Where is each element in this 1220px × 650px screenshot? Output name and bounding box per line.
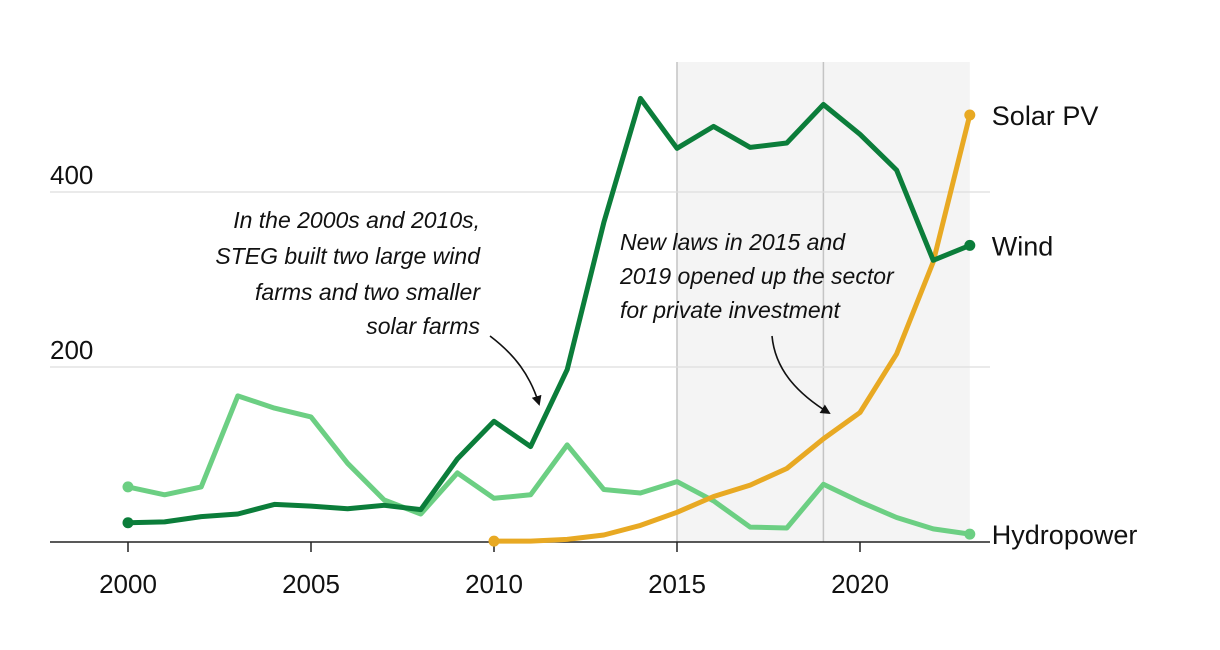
series-start-point-hydropower — [122, 481, 134, 493]
x-tick-label-2015: 2015 — [648, 569, 706, 599]
y-tick-label-400: 400 — [50, 160, 93, 190]
series-label-wind: Wind — [992, 231, 1054, 261]
series-label-hydropower: Hydropower — [992, 520, 1138, 550]
series-label-solar-pv: Solar PV — [992, 101, 1099, 131]
annotation-steg-line-1: In the 2000s and 2010s, — [233, 207, 480, 233]
series-end-point-wind — [964, 239, 976, 251]
x-tick-label-2000: 2000 — [99, 569, 157, 599]
annotation-steg: In the 2000s and 2010s, STEG built two l… — [215, 207, 542, 406]
annotation-steg-line-4: solar farms — [366, 313, 480, 339]
x-tick-label-2020: 2020 — [831, 569, 889, 599]
y-tick-label-200: 200 — [50, 335, 93, 365]
label-layer: Hydropower Solar PV Wind — [992, 101, 1138, 550]
annotation-laws-line-1: New laws in 2015 and — [620, 229, 846, 255]
series-line-wind — [125, 95, 973, 526]
annotation-laws-line-2: 2019 opened up the sector — [619, 263, 895, 289]
annotation-laws: New laws in 2015 and 2019 opened up the … — [619, 229, 895, 415]
series-start-point-wind — [122, 517, 134, 529]
annotation-laws-line-3: for private investment — [620, 297, 841, 323]
annotation-steg-arrow — [489, 335, 542, 406]
background-layer — [676, 62, 970, 542]
series-layer — [122, 95, 976, 547]
series-end-point-solar-pv — [964, 109, 976, 121]
series-line-solar-pv — [491, 112, 973, 544]
series-start-point-solar-pv — [488, 535, 500, 547]
x-tick-label-2005: 2005 — [282, 569, 340, 599]
series-end-point-hydropower — [964, 528, 976, 540]
annotation-steg-line-2: STEG built two large wind — [215, 243, 481, 269]
series-line-hydropower — [125, 393, 973, 537]
annotation-laws-arrow — [771, 335, 831, 415]
x-tick-label-2010: 2010 — [465, 569, 523, 599]
annotation-steg-line-3: farms and two smaller — [255, 279, 481, 305]
grid-layer — [50, 191, 990, 368]
